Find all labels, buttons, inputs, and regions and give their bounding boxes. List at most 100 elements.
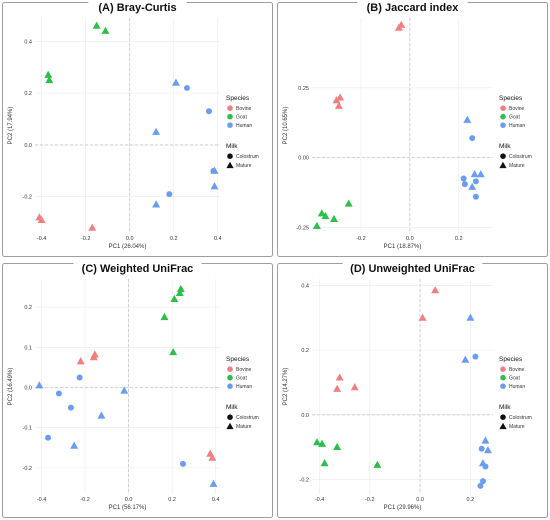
y-tick-label: 0.2 [301,348,309,354]
legend-species-title: Species [499,356,523,363]
legend-mature-symbol [499,161,507,169]
point-bovine-mature [208,453,217,461]
legend-goat-swatch [500,374,506,381]
y-tick-label: 0.0 [24,386,32,392]
panel-4: (D) Unweighted UniFrac -0.4 -0.2 0.0 0.2 0.4 0… [277,259,548,518]
x-tick-label: 0.0 [126,236,134,242]
point-goat-mature [92,21,101,29]
point-human-colostrum [469,135,476,142]
legend-species-title: Species [226,356,250,363]
point-bovine-mature [37,215,46,223]
y-tick-label: -0.1 [23,426,32,432]
y-tick-label: 0.00 [298,156,309,162]
point-bovine-mature [397,20,406,28]
point-human-mature [463,115,472,123]
point-goat-mature [321,212,330,220]
x-tick-label: 0.4 [212,497,220,503]
legend-milk-title: Milk [499,143,511,150]
y-axis-label: PC2 (17.94%) [8,107,14,145]
legend-bovine-label: Bovine [236,367,252,373]
y-axis-label: PC2 (14.27%) [283,368,289,406]
legend-goat-label: Goat [236,115,247,121]
legend-human-swatch [227,383,233,390]
legend-colostrum-symbol [500,153,506,159]
point-human-colostrum [461,181,468,188]
legend-goat-label: Goat [236,376,247,382]
point-human-colostrum [472,353,479,360]
legend-goat-label: Goat [509,115,520,121]
x-tick-label: 0.2 [455,236,463,242]
legend-bovine-label: Bovine [236,106,252,112]
point-human-mature [470,170,479,178]
point-human-colostrum [460,175,467,182]
x-tick-label: -0.2 [81,236,90,242]
y-tick-label: 0.0 [301,413,309,419]
point-goat-mature [344,199,353,207]
legend-mature-label: Mature [509,424,525,430]
point-bovine-mature [350,383,359,391]
point-human-colostrum [67,404,74,411]
x-tick-label: 0.2 [168,497,176,503]
y-tick-label: 0.1 [24,345,32,351]
x-axis-label: PC1 (29.96%) [384,505,422,511]
legend-colostrum-symbol [500,414,506,421]
x-tick-label: -0.4 [37,236,46,242]
point-human-colostrum [479,478,486,485]
legend-human-label: Human [509,384,525,390]
x-tick-label: -0.2 [80,497,89,503]
point-goat-mature [313,438,322,446]
panel-border [277,2,548,257]
x-tick-label: -0.4 [37,497,46,503]
point-human-colostrum [180,460,186,467]
legend-colostrum-label: Colostrum [236,415,259,421]
point-goat-mature [317,209,326,217]
panel-border [2,263,273,518]
x-tick-label: 0.2 [170,236,178,242]
point-human-mature [483,446,492,454]
panel-title-background [88,0,187,13]
point-human-mature [481,436,490,444]
legend-bovine-label: Bovine [509,106,525,112]
point-human-mature [468,182,477,190]
legend-human-swatch [500,383,506,390]
legend-mature-symbol [226,422,234,430]
panel-title-background [357,0,468,13]
legend-colostrum-label: Colostrum [236,154,259,160]
y-tick-label: -0.25 [296,225,309,231]
y-tick-label: -0.2 [300,477,309,483]
y-tick-label: 0.2 [24,305,32,311]
legend-human-label: Human [509,123,525,129]
point-human-mature [70,441,79,449]
point-goat-mature [175,288,184,297]
point-human-colostrum [205,108,212,115]
legend-colostrum-label: Colostrum [509,154,532,160]
legend-bovine-swatch [227,105,233,111]
y-tick-label: 0.25 [298,86,309,92]
legend-bovine-swatch [500,366,506,373]
point-goat-mature [44,70,53,78]
legend-milk-title: Milk [226,404,238,411]
point-human-colostrum [482,463,489,470]
point-human-mature [152,127,161,135]
point-goat-mature [318,439,327,447]
y-tick-label: 0.2 [24,91,32,97]
x-tick-label: -0.2 [365,497,374,503]
y-tick-label: 0.0 [24,143,32,149]
point-goat-mature [45,75,54,84]
panel-title-background [342,259,483,274]
point-bovine-mature [334,101,343,109]
panel-title: (A) Bray-Curtis [98,2,176,14]
y-axis-label: PC2 (16.49%) [8,368,14,406]
y-tick-label: 0.4 [24,39,32,45]
point-bovine-mature [418,313,427,321]
legend-milk-title: Milk [499,404,511,411]
panel-title-background [73,259,202,274]
y-tick-label: 0.4 [301,283,309,289]
point-human-mature [97,411,106,419]
point-human-mature [461,355,470,363]
x-tick-label: 0.2 [467,497,475,503]
legend-mature-symbol [226,161,234,169]
point-human-colostrum [76,374,83,381]
point-human-mature [120,386,129,394]
x-tick-label: -0.4 [315,497,324,503]
